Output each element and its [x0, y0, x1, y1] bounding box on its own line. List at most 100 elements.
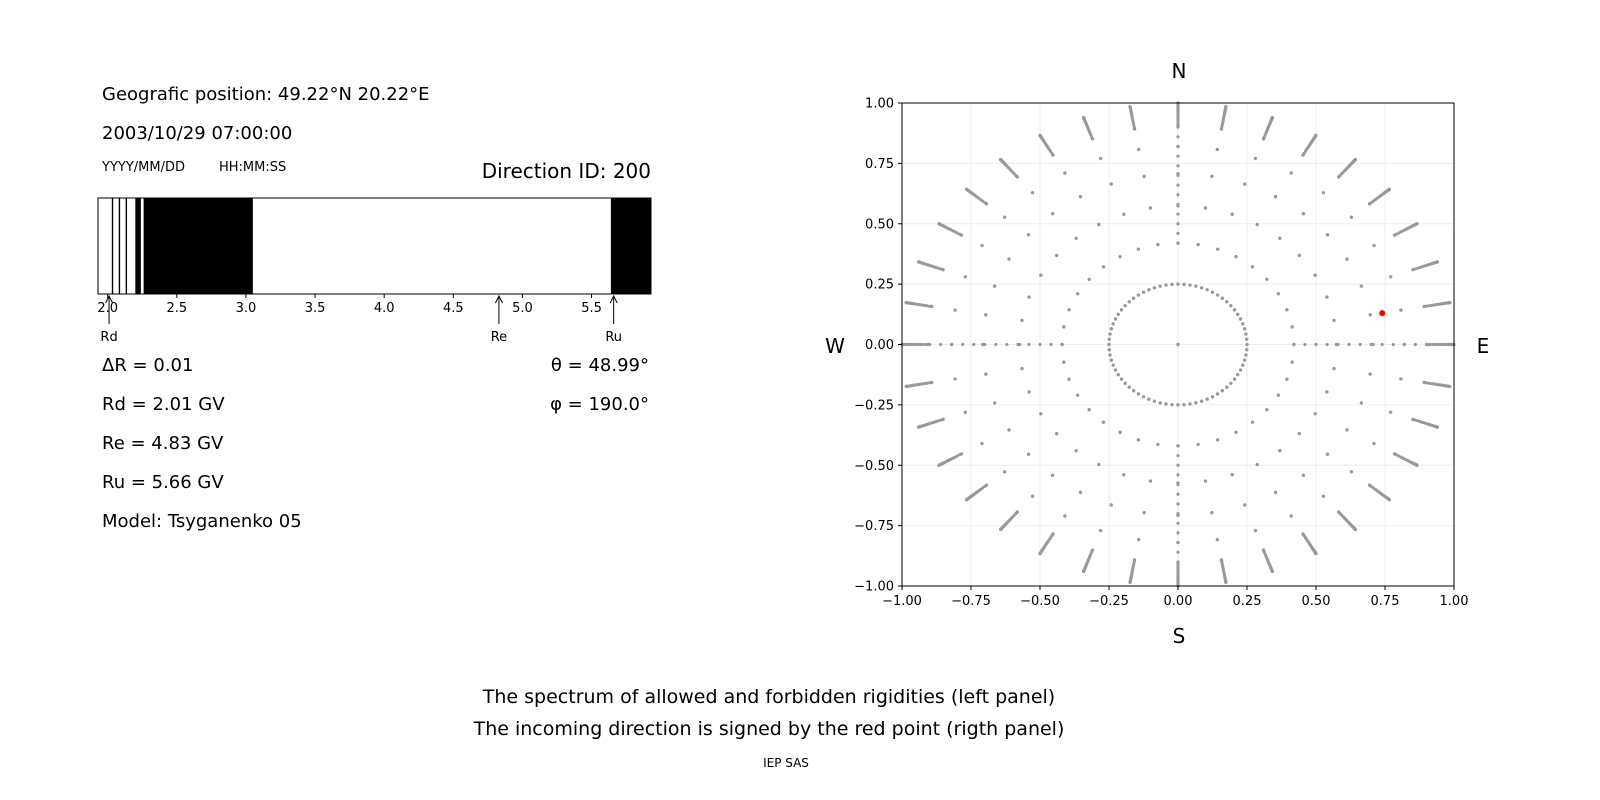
direction-point	[1107, 337, 1111, 341]
y-tick-label: 0.75	[865, 157, 894, 172]
direction-point	[953, 308, 957, 312]
y-tick-label: −0.75	[854, 519, 894, 534]
direction-point	[1007, 257, 1011, 261]
y-tick-label: 0.25	[865, 278, 894, 293]
direction-point	[1123, 381, 1127, 386]
direction-point	[1176, 566, 1180, 570]
direction-point	[917, 260, 921, 264]
direction-point	[1332, 366, 1336, 371]
direction-point	[1285, 308, 1289, 312]
direction-point	[1176, 119, 1180, 123]
direction-point	[1387, 187, 1392, 191]
direction-point	[1123, 303, 1127, 308]
direction-point	[1176, 193, 1180, 197]
direction-point	[1243, 182, 1247, 186]
direction-point	[1182, 282, 1186, 287]
direction-point	[1118, 430, 1122, 435]
time-format-label: HH:MM:SS	[219, 160, 287, 175]
direction-point	[1176, 563, 1180, 567]
direction-point	[1054, 253, 1059, 258]
marker-arrowhead	[494, 294, 503, 304]
direction-point	[1050, 473, 1055, 477]
direction-point	[1020, 318, 1024, 323]
direction-point	[1176, 579, 1180, 583]
direction-point	[1446, 342, 1451, 347]
direction-point	[1108, 332, 1112, 336]
direction-point	[1210, 510, 1214, 515]
direction-point	[1394, 453, 1398, 457]
direction-point	[1116, 372, 1120, 377]
direction-point	[1062, 325, 1066, 329]
direction-point	[1027, 390, 1031, 394]
direction-point	[1387, 498, 1392, 502]
direction-point	[1289, 171, 1293, 175]
direction-point	[1359, 284, 1364, 288]
direction-point	[1416, 266, 1420, 270]
direction-point	[1176, 241, 1180, 245]
direction-point	[1054, 431, 1059, 436]
forbidden-band	[610, 198, 651, 294]
direction-point	[1176, 403, 1180, 407]
x-tick-label: 0.50	[1302, 594, 1331, 609]
direction-point	[1176, 173, 1180, 178]
direction-point	[1234, 430, 1238, 435]
direction-point	[1236, 372, 1240, 377]
direction-point	[904, 384, 908, 389]
direction-point	[1074, 236, 1078, 241]
direction-point	[1067, 377, 1071, 381]
direction-point	[1078, 194, 1083, 199]
direction-point	[1030, 191, 1035, 195]
direction-point	[1245, 337, 1249, 341]
direction-point	[1141, 290, 1146, 294]
delta-r: ΔR = 0.01	[102, 355, 194, 376]
direction-point	[939, 342, 943, 347]
direction-point	[1388, 275, 1393, 279]
forbidden-band	[125, 198, 128, 294]
direction-point	[1164, 402, 1168, 406]
direction-point	[1142, 510, 1146, 515]
direction-point	[1215, 147, 1219, 152]
direction-point	[1399, 377, 1403, 381]
spectrum-tick-label: 4.5	[443, 301, 464, 316]
direction-point	[1230, 212, 1234, 216]
direction-point	[1039, 273, 1043, 277]
direction-point	[1372, 441, 1376, 446]
direction-point	[1148, 206, 1153, 210]
caption-line-2: The incoming direction is signed by the …	[473, 718, 1065, 740]
direction-point	[1415, 222, 1419, 226]
direction-point	[1220, 560, 1224, 564]
direction-point	[1241, 363, 1245, 367]
direction-point	[1278, 448, 1282, 453]
direction-point	[1152, 286, 1157, 290]
direction-point	[1176, 569, 1180, 574]
direction-point	[1210, 174, 1214, 179]
marker-label: Re	[491, 330, 507, 345]
direction-point	[1224, 580, 1228, 584]
direction-point	[916, 342, 921, 347]
direction-point	[1292, 342, 1296, 347]
direction-point	[1098, 156, 1103, 161]
direction-point	[1038, 133, 1042, 137]
direction-point	[1158, 401, 1162, 405]
x-tick-label: −1.00	[882, 594, 922, 609]
direction-point	[1301, 212, 1306, 216]
direction-point	[1176, 473, 1180, 477]
direction-point	[936, 266, 940, 270]
direction-point	[1176, 144, 1180, 149]
direction-point	[1424, 381, 1428, 385]
direction-point	[1158, 284, 1162, 288]
direction-point	[1242, 358, 1247, 362]
direction-point	[1345, 257, 1349, 261]
direction-point	[1359, 401, 1364, 405]
direction-point	[1067, 308, 1071, 312]
direction-point	[1176, 521, 1180, 525]
direction-point	[1005, 342, 1009, 347]
direction-point	[1270, 115, 1274, 120]
direction-point	[1314, 342, 1318, 347]
direction-point	[1176, 125, 1180, 129]
y-tick-label: −1.00	[854, 580, 894, 595]
direction-point	[1236, 312, 1240, 317]
x-tick-label: −0.50	[1020, 594, 1060, 609]
direction-point	[1101, 265, 1106, 269]
direction-point	[1156, 442, 1160, 447]
